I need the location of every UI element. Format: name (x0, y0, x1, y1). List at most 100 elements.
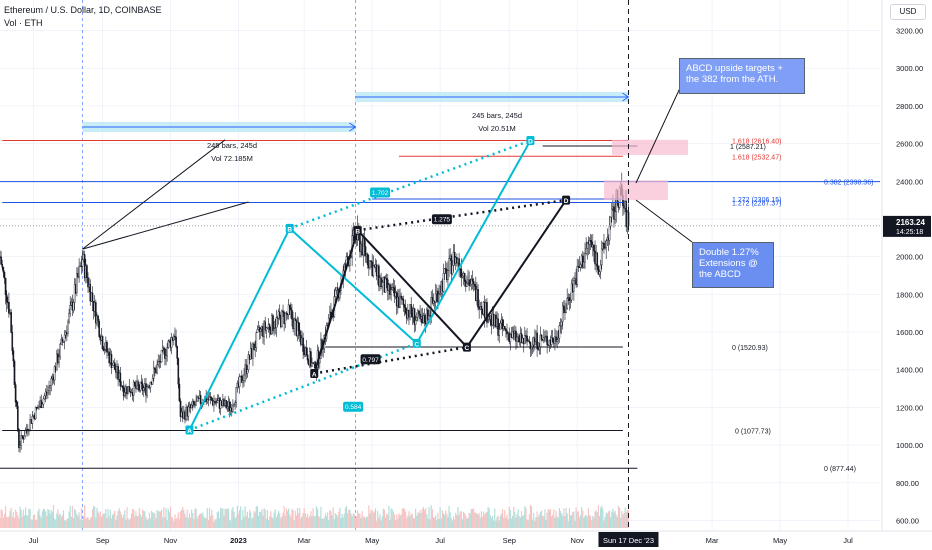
volume-bar (114, 510, 116, 528)
volume-bar (94, 506, 96, 528)
candle-body (76, 273, 78, 293)
volume-bar (330, 511, 332, 528)
candle-body (259, 328, 262, 333)
volume-bar (606, 513, 608, 528)
volume-bar (279, 513, 281, 528)
volume-bar (43, 509, 46, 528)
volume-bar (413, 518, 416, 528)
candle-body (588, 240, 591, 245)
candle-body (556, 339, 558, 342)
volume-bar (133, 509, 135, 528)
ratio-badge (431, 214, 452, 225)
candle-body (487, 320, 489, 323)
candle-body (80, 265, 83, 267)
volume-bar (60, 516, 62, 528)
volume-bar (617, 506, 620, 528)
volume-bar (364, 518, 367, 528)
volume-bar (422, 507, 425, 528)
candle-body (306, 354, 309, 361)
volume-bar (147, 518, 149, 528)
candle-body (488, 319, 490, 322)
ratio-label: 1.702 (372, 190, 389, 197)
volume-bar (384, 517, 387, 528)
volume-bar (407, 515, 409, 528)
callout-pointer (635, 87, 681, 184)
candle-body (43, 395, 46, 400)
candle-body (448, 258, 450, 271)
volume-bar (457, 506, 459, 528)
time-tick-label: Nov (164, 536, 178, 545)
volume-bar (243, 517, 245, 528)
volume-bar (428, 507, 430, 528)
candle-body (21, 435, 24, 438)
volume-bar (571, 514, 573, 528)
candle-body (403, 304, 406, 308)
cyan-abcd-bd-dotted (289, 139, 531, 230)
black-abcd-zigzag (313, 199, 567, 374)
candle-body (164, 348, 166, 359)
volume-bar (416, 515, 418, 528)
volume-bar (253, 511, 255, 528)
volume-bar (427, 518, 429, 528)
candle-body (142, 387, 145, 392)
volume-bar (233, 511, 235, 528)
volume-bar (525, 508, 527, 528)
volume-bar (605, 512, 607, 528)
volume-bar (339, 507, 341, 528)
volume-bar (437, 513, 439, 528)
candle-body (44, 391, 47, 396)
volume-bar (61, 514, 64, 528)
volume-bar (249, 510, 251, 528)
volume-bar (182, 506, 184, 528)
volume-bar (397, 518, 399, 528)
candle-body (97, 315, 99, 322)
volume-bar (447, 517, 449, 528)
candle-body (98, 321, 100, 337)
volume-bar (30, 519, 32, 528)
volume-bar (40, 517, 42, 528)
volume-bar (586, 517, 588, 528)
candle-body (63, 334, 66, 342)
volume-bar (126, 507, 128, 528)
volume-bar (50, 509, 52, 528)
candle-body (177, 358, 180, 385)
candle-body (106, 342, 108, 353)
volume-bar (226, 508, 228, 528)
candle-body (8, 302, 10, 314)
volume-bar (33, 514, 36, 528)
volume-bar (448, 505, 450, 528)
volume-bar (261, 509, 263, 528)
volume-bar (472, 508, 475, 528)
candle-body (12, 350, 15, 362)
candle-body (596, 252, 599, 267)
volume-bar (464, 513, 466, 528)
volume-bar (412, 517, 415, 528)
volume-bar (58, 515, 60, 528)
candle-body (193, 400, 195, 405)
candle-body (336, 287, 339, 290)
candle-body (176, 346, 178, 359)
candle-body (577, 266, 580, 268)
volume-bar (230, 520, 232, 528)
candle-body (546, 335, 548, 345)
volume-bar (1, 510, 3, 528)
volume-bar (117, 510, 119, 528)
volume-bar (291, 508, 293, 528)
candle-body (19, 445, 21, 448)
fib-level-label: 0 (877.44) (824, 466, 856, 473)
volume-bar (455, 512, 457, 528)
candle-body (49, 385, 51, 389)
volume-bar (37, 511, 39, 528)
volume-bar (211, 509, 213, 528)
volume-bar (528, 514, 530, 528)
currency-button[interactable]: USD (890, 4, 926, 20)
candle-body (473, 283, 476, 287)
volume-bar (18, 518, 20, 528)
volume-bar (433, 517, 436, 528)
candle-body (37, 407, 39, 409)
volume-bar (505, 517, 507, 528)
volume-bar (203, 516, 205, 528)
candle-body (89, 284, 92, 302)
candle-body (10, 312, 12, 333)
